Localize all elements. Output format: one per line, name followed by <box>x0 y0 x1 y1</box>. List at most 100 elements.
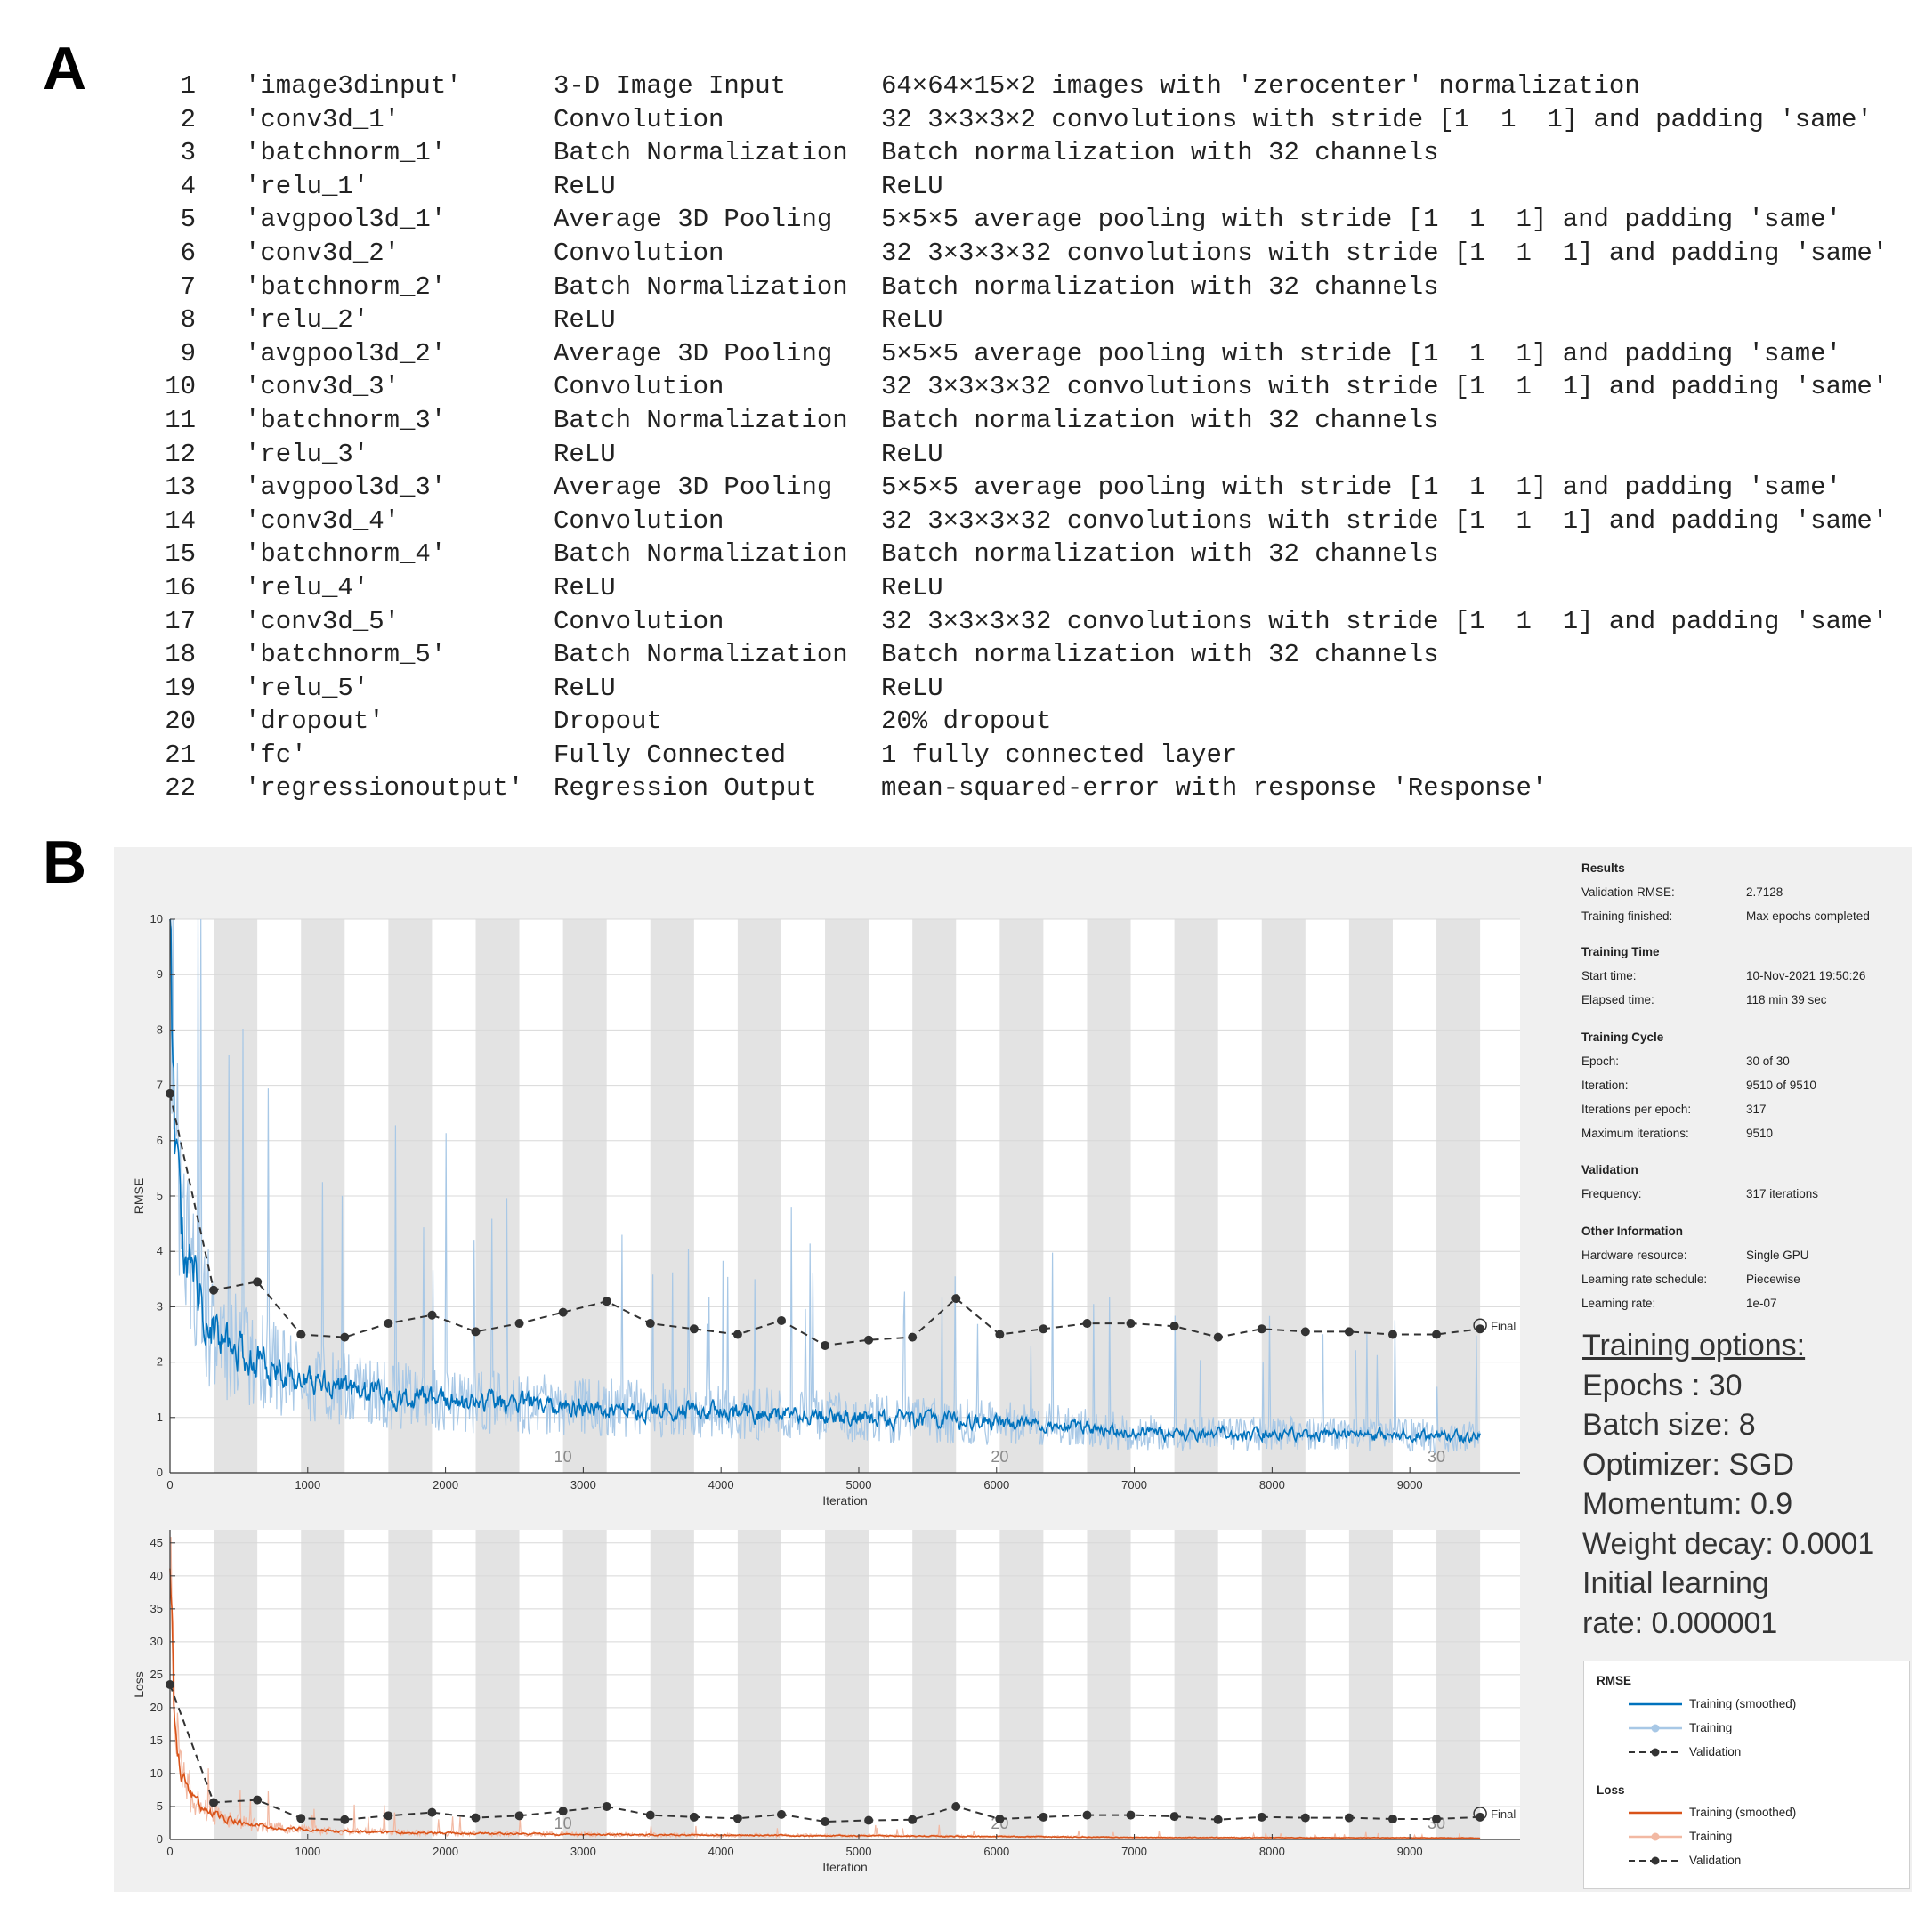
legend-loss-training: Training <box>1689 1830 1733 1843</box>
iteration-label: Iteration: <box>1581 1079 1629 1092</box>
layer-type: Average 3D Pooling <box>554 473 833 503</box>
layer-number: 4 <box>180 171 196 201</box>
validation-point <box>296 1814 306 1823</box>
epoch-label: 30 <box>1428 1448 1445 1466</box>
loss-chart: 102030Final05101520253035404501000200030… <box>132 1530 1520 1874</box>
validation-point <box>209 1798 219 1807</box>
validation-point <box>558 1807 568 1816</box>
x-tick-label: 0 <box>166 1845 173 1858</box>
layer-type: Batch Normalization <box>554 405 848 435</box>
layer-name: 'batchnorm_3' <box>245 405 447 435</box>
y-axis-label: RMSE <box>132 1178 146 1214</box>
training-finished-label: Training finished: <box>1581 909 1673 923</box>
layer-name: 'avgpool3d_1' <box>245 205 447 235</box>
legend-rmse-validation: Validation <box>1689 1745 1742 1758</box>
training-options-title: Training options: <box>1582 1329 1806 1362</box>
layer-name: 'fc' <box>245 740 307 770</box>
layer-name: 'relu_5' <box>245 673 369 703</box>
validation-point <box>689 1324 699 1334</box>
y-axis-label: Loss <box>132 1671 146 1698</box>
layer-description: Batch normalization with 32 channels <box>881 640 1439 670</box>
layer-type: Batch Normalization <box>554 271 848 302</box>
layer-name: 'relu_2' <box>245 305 369 335</box>
validation-point <box>1257 1812 1266 1822</box>
layer-name: 'relu_3' <box>245 439 369 469</box>
layer-name: 'conv3d_1' <box>245 104 400 134</box>
legend-rmse-training: Training <box>1689 1721 1733 1734</box>
legend-rmse-title: RMSE <box>1597 1674 1632 1687</box>
layer-name: 'relu_4' <box>245 572 369 602</box>
validation-point <box>1082 1810 1092 1820</box>
layer-number: 2 <box>180 104 196 134</box>
layer-type: Average 3D Pooling <box>554 205 833 235</box>
validation-point <box>1300 1327 1310 1337</box>
x-tick-label: 9000 <box>1397 1845 1423 1858</box>
layer-name: 'conv3d_3' <box>245 372 400 402</box>
layer-type: ReLU <box>554 305 616 335</box>
layer-type: ReLU <box>554 572 616 602</box>
legend-rmse-validation-swatch <box>1629 1748 1682 1757</box>
legend-loss-training-swatch <box>1629 1832 1682 1841</box>
validation-point <box>209 1285 219 1295</box>
layer-type: Batch Normalization <box>554 138 848 168</box>
layer-type: Regression Output <box>554 773 817 804</box>
validation-point <box>427 1807 437 1817</box>
validation-point <box>864 1815 874 1825</box>
validation-point <box>951 1801 961 1811</box>
learning-rate-schedule-value: Piecewise <box>1746 1273 1800 1286</box>
training-finished-value: Max epochs completed <box>1746 909 1870 923</box>
validation-point <box>776 1809 786 1819</box>
layer-description: ReLU <box>881 572 943 602</box>
layer-number: 1 <box>180 71 196 101</box>
layer-number: 22 <box>165 773 196 804</box>
maximum-iterations-value: 9510 <box>1746 1127 1774 1140</box>
layer-type: Convolution <box>554 372 724 402</box>
training-option-line: Optimizer: SGD <box>1582 1447 1795 1482</box>
validation-point <box>384 1811 393 1821</box>
validation-point <box>645 1810 655 1820</box>
validation-point <box>951 1294 961 1304</box>
layer-description: 5×5×5 average pooling with stride [1 1 1… <box>881 205 1841 235</box>
layer-name: 'image3dinput' <box>245 71 462 101</box>
training-option-line: Batch size: 8 <box>1582 1408 1756 1442</box>
validation-point <box>253 1277 263 1287</box>
x-tick-label: 7000 <box>1121 1845 1147 1858</box>
y-tick-label: 9 <box>157 967 163 981</box>
layer-description: 32 3×3×3×32 convolutions with stride [1 … <box>881 372 1889 402</box>
start-time-label: Start time: <box>1581 969 1637 982</box>
x-tick-label: 4000 <box>708 1478 734 1491</box>
legend: RMSE Training (smoothed) Training Valida… <box>1583 1661 1910 1889</box>
validation-point <box>1039 1812 1048 1822</box>
hardware-resource-label: Hardware resource: <box>1581 1249 1687 1262</box>
y-tick-label: 30 <box>150 1635 163 1648</box>
x-tick-label: 9000 <box>1397 1478 1423 1491</box>
validation-point <box>732 1814 742 1823</box>
validation-point <box>1257 1324 1266 1334</box>
validation-point <box>1213 1332 1223 1342</box>
layer-name: 'conv3d_2' <box>245 238 400 268</box>
x-axis-label: Iteration <box>822 1860 868 1874</box>
layer-number: 8 <box>180 305 196 335</box>
layer-name: 'batchnorm_5' <box>245 640 447 670</box>
x-tick-label: 0 <box>166 1478 173 1491</box>
layer-name: 'avgpool3d_2' <box>245 338 447 368</box>
x-tick-label: 3000 <box>570 1478 596 1491</box>
y-tick-label: 45 <box>150 1536 163 1549</box>
rmse-smoothed-line <box>169 918 1481 1445</box>
layer-type: Dropout <box>554 707 662 737</box>
layer-number: 5 <box>180 205 196 235</box>
epoch-band <box>1261 1530 1306 1839</box>
layer-number: 19 <box>165 673 196 703</box>
validation-point <box>1126 1810 1136 1820</box>
loss-smoothed-line <box>169 1568 1481 1839</box>
layer-name: 'conv3d_4' <box>245 505 400 536</box>
layer-number: 15 <box>165 539 196 570</box>
validation-point <box>1213 1815 1223 1824</box>
validation-point <box>908 1332 918 1342</box>
epoch-label: Epoch: <box>1581 1055 1620 1068</box>
iterations-per-epoch-value: 317 <box>1746 1103 1767 1116</box>
layer-description: Batch normalization with 32 channels <box>881 138 1439 168</box>
y-tick-label: 7 <box>157 1079 163 1092</box>
elapsed-time-label: Elapsed time: <box>1581 993 1654 1006</box>
layer-number: 13 <box>165 473 196 503</box>
